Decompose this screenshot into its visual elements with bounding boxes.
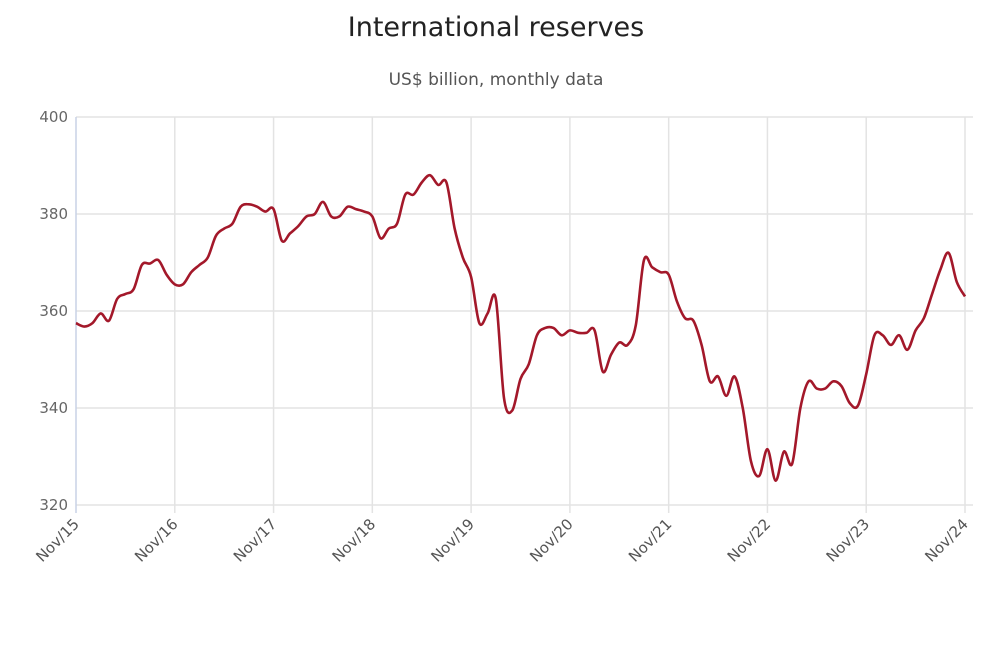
x-tick-label: Nov/24 xyxy=(921,515,972,566)
x-tick-label: Nov/16 xyxy=(131,515,182,566)
y-tick-label: 340 xyxy=(39,399,68,417)
y-tick-label: 400 xyxy=(39,108,68,126)
x-tick-label: Nov/17 xyxy=(230,515,281,566)
chart-title: International reserves xyxy=(347,12,645,43)
y-tick-label: 380 xyxy=(39,205,68,223)
x-tick-label: Nov/18 xyxy=(329,515,380,566)
x-tick-label: Nov/15 xyxy=(32,515,83,566)
x-tick-label: Nov/19 xyxy=(427,515,478,566)
chart-subtitle: US$ billion, monthly data xyxy=(388,70,604,90)
x-tick-label: Nov/22 xyxy=(724,515,775,566)
y-tick-label: 320 xyxy=(39,496,68,514)
series-line xyxy=(75,173,967,483)
x-tick-label: Nov/20 xyxy=(526,515,577,566)
x-tick-label: Nov/23 xyxy=(823,515,874,566)
x-tick-label: Nov/21 xyxy=(625,515,676,566)
y-tick-label: 360 xyxy=(39,302,68,320)
